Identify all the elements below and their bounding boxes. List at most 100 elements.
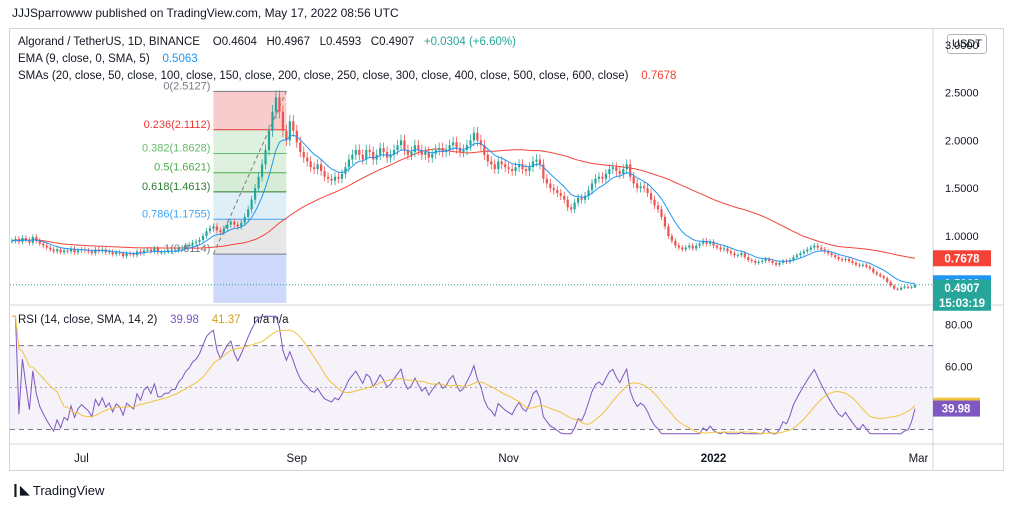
candle-body bbox=[761, 260, 764, 262]
chart-frame bbox=[9, 28, 1004, 471]
candle-body bbox=[320, 164, 323, 172]
candle-body bbox=[28, 239, 31, 243]
candle-body bbox=[142, 250, 146, 254]
candle-body bbox=[69, 248, 73, 252]
candle-body bbox=[583, 195, 587, 200]
fib-zone bbox=[213, 219, 287, 255]
candle-body bbox=[629, 164, 632, 177]
rsi-legend[interactable]: RSI (14, close, SMA, 14, 2) 39.98 41.37 … bbox=[18, 314, 288, 326]
candle-body bbox=[368, 149, 371, 152]
candle-body bbox=[611, 167, 614, 170]
candle-body bbox=[643, 186, 646, 189]
candle-body bbox=[462, 149, 465, 152]
candle-body bbox=[566, 199, 569, 208]
candle-body bbox=[278, 97, 281, 112]
sma-price-badge-text: 0.7678 bbox=[944, 253, 980, 265]
candle-body bbox=[903, 286, 906, 288]
candle-body bbox=[601, 176, 604, 179]
sma-line bbox=[11, 148, 916, 259]
candle-body bbox=[361, 154, 364, 160]
candle-body bbox=[56, 249, 59, 252]
candle-body bbox=[326, 176, 330, 179]
candle-body bbox=[813, 245, 816, 248]
candle-body bbox=[639, 186, 642, 189]
candle-body bbox=[799, 253, 802, 256]
candle-body bbox=[188, 244, 191, 246]
candle-body bbox=[743, 253, 746, 258]
candle-body bbox=[677, 245, 680, 248]
fib-zone bbox=[213, 191, 287, 220]
ohlc-high: H0.4967 bbox=[266, 36, 310, 48]
candle-body bbox=[306, 157, 309, 162]
candle-body bbox=[45, 245, 48, 248]
candle-body bbox=[768, 259, 771, 261]
symbol-name[interactable]: Algorand / TetherUS, 1D, BINANCE bbox=[18, 36, 200, 48]
candle-body bbox=[240, 222, 243, 227]
candle-body bbox=[886, 278, 889, 282]
candle-body bbox=[146, 249, 149, 251]
candle-body bbox=[115, 252, 118, 255]
candle-body bbox=[292, 121, 295, 131]
candle-body bbox=[379, 148, 382, 155]
ema-legend[interactable]: EMA (9, close, 0, SMA, 5) 0.5063 bbox=[18, 53, 198, 65]
candle-body bbox=[636, 183, 639, 189]
candle-body bbox=[504, 164, 507, 168]
candle-body bbox=[570, 207, 573, 210]
rsi-sma-line bbox=[12, 315, 916, 434]
candle-body bbox=[38, 240, 41, 244]
candle-body bbox=[351, 154, 354, 160]
candle-body bbox=[153, 248, 156, 252]
candle-body bbox=[257, 176, 260, 189]
candle-body bbox=[125, 253, 128, 257]
sma-legend[interactable]: SMAs (20, close, 50, close, 100, close, … bbox=[18, 70, 676, 82]
last-price-badge: 0.4907 15:03:19 bbox=[933, 279, 991, 311]
candle-body bbox=[396, 145, 399, 150]
candle-body bbox=[646, 188, 649, 194]
time-tick-label: Jul bbox=[74, 453, 89, 465]
candle-body bbox=[774, 262, 778, 265]
ohlc-low: L0.4593 bbox=[319, 36, 362, 48]
symbol-legend: Algorand / TetherUS, 1D, BINANCE O0.4604… bbox=[18, 36, 516, 48]
candle-body bbox=[250, 199, 253, 210]
candle-body bbox=[882, 276, 885, 279]
sma-price-badge: 0.7678 bbox=[933, 250, 991, 267]
ema-label: EMA (9, close, 0, SMA, 5) bbox=[18, 53, 150, 65]
candle-body bbox=[649, 193, 653, 200]
time-tick-label: Mar bbox=[909, 453, 929, 465]
candle-body bbox=[538, 159, 542, 165]
candle-body bbox=[309, 161, 312, 168]
candle-body bbox=[184, 245, 187, 248]
candle-body bbox=[274, 97, 278, 112]
candle-body bbox=[438, 148, 441, 150]
rsi-label: RSI (14, close, SMA, 14, 2) bbox=[18, 314, 158, 326]
candle-body bbox=[708, 241, 712, 244]
candle-body bbox=[111, 251, 114, 255]
candle-body bbox=[59, 249, 62, 253]
candle-body bbox=[108, 251, 111, 253]
candle-body bbox=[729, 251, 733, 254]
candle-body bbox=[851, 260, 854, 263]
fib-zone bbox=[213, 129, 287, 154]
candle-body bbox=[809, 247, 812, 250]
candle-body bbox=[149, 249, 153, 252]
candle-body bbox=[896, 288, 899, 290]
candle-body bbox=[681, 247, 684, 250]
price-tick-label: 1.5000 bbox=[945, 183, 979, 195]
candle-body bbox=[795, 255, 799, 258]
candle-body bbox=[702, 240, 705, 244]
ohlc-change: +0.0304 (+6.60%) bbox=[423, 36, 516, 48]
tradingview-footer[interactable]: ❙◣ TradingView bbox=[10, 482, 104, 498]
candle-body bbox=[49, 247, 52, 250]
ohlc-open: O0.4604 bbox=[212, 36, 257, 48]
candle-body bbox=[847, 259, 851, 261]
candle-body bbox=[858, 264, 861, 266]
candle-body bbox=[861, 264, 865, 266]
fib-level-label: 0.382(1.8628) bbox=[142, 143, 211, 155]
candle-body bbox=[747, 257, 750, 260]
candle-body bbox=[229, 221, 232, 225]
candle-body bbox=[577, 197, 580, 203]
fib-zone bbox=[213, 91, 287, 130]
candle-body bbox=[733, 253, 736, 256]
currency-selector-button[interactable]: USDT bbox=[947, 34, 987, 54]
